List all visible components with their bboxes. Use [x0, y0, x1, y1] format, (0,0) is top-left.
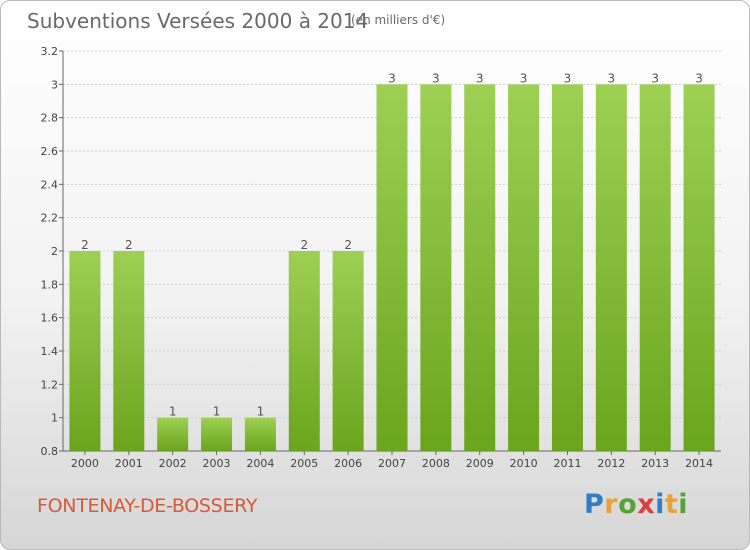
bar-2008 [420, 84, 452, 451]
bar-2002 [157, 417, 189, 451]
value-label: 3 [564, 71, 572, 85]
bar-2007 [376, 84, 408, 451]
x-tick-label: 2011 [553, 457, 581, 470]
logo-letter: r [604, 489, 619, 520]
value-label: 3 [608, 71, 616, 85]
x-tick-label: 2008 [422, 457, 450, 470]
logo-letter: P [584, 489, 605, 520]
bar-2014 [683, 84, 715, 451]
x-tick-label: 2007 [378, 457, 406, 470]
x-tick-label: 2012 [597, 457, 625, 470]
x-tick-label: 2001 [115, 457, 143, 470]
y-tick-label: 0.8 [41, 445, 59, 458]
y-tick-label: 2 [51, 245, 58, 258]
value-label: 3 [476, 71, 484, 85]
labels: 0.8 1 1.2 1.4 1.6 1.8 2 2.2 2.4 2.6 2.8 3 3.2 2 2000 2 2… [41, 45, 714, 470]
bar-2005 [288, 251, 320, 451]
value-label: 3 [388, 71, 396, 85]
bar-2001 [113, 251, 145, 451]
y-tick-label: 1.6 [41, 312, 59, 325]
value-label: 1 [213, 405, 221, 419]
logo-letter: o [618, 489, 638, 520]
logo-letter: t [664, 489, 679, 520]
bar-2009 [464, 84, 496, 451]
value-label: 3 [695, 71, 703, 85]
x-tick-label: 2000 [71, 457, 99, 470]
bar-2012 [595, 84, 627, 451]
y-tick-label: 1 [51, 412, 58, 425]
x-tick-label: 2004 [246, 457, 274, 470]
value-label: 3 [651, 71, 659, 85]
bar-2000 [69, 251, 101, 451]
value-label: 2 [300, 238, 308, 252]
logo-letter: i [678, 489, 689, 520]
value-label: 3 [432, 71, 440, 85]
y-tick-label: 1.2 [41, 378, 59, 391]
bar-2010 [508, 84, 540, 451]
y-tick-label: 1.4 [41, 345, 59, 358]
bar-2003 [201, 417, 233, 451]
y-tick-label: 3.2 [41, 45, 59, 58]
bar-2011 [551, 84, 583, 451]
value-label: 3 [520, 71, 528, 85]
value-label: 2 [344, 238, 352, 252]
value-label: 2 [125, 238, 133, 252]
x-tick-label: 2005 [290, 457, 318, 470]
y-tick-label: 3 [51, 78, 58, 91]
x-tick-label: 2013 [641, 457, 669, 470]
x-tick-label: 2003 [203, 457, 231, 470]
y-tick-label: 1.8 [41, 278, 59, 291]
x-tick-label: 2010 [510, 457, 538, 470]
x-tick-label: 2014 [685, 457, 713, 470]
x-tick-label: 2002 [159, 457, 187, 470]
y-tick-label: 2.4 [41, 178, 59, 191]
value-label: 1 [257, 405, 265, 419]
y-tick-label: 2.2 [41, 212, 59, 225]
bar-2006 [332, 251, 364, 451]
x-tick-label: 2009 [466, 457, 494, 470]
proxiti-logo: Proxiti [584, 489, 688, 520]
bars [69, 84, 715, 451]
value-label: 2 [81, 238, 89, 252]
y-tick-label: 2.8 [41, 112, 59, 125]
commune-name: FONTENAY-DE-BOSSERY [37, 495, 258, 517]
x-tick-label: 2006 [334, 457, 362, 470]
y-tick-label: 2.6 [41, 145, 59, 158]
bar-2004 [244, 417, 276, 451]
logo-letter: x [637, 489, 656, 520]
chart-title: Subventions Versées 2000 à 2014 [27, 9, 369, 33]
value-label: 1 [169, 405, 177, 419]
logo-letter: i [655, 489, 665, 520]
chart-subtitle: (en milliers d'€) [351, 13, 446, 27]
bar-2013 [639, 84, 671, 451]
